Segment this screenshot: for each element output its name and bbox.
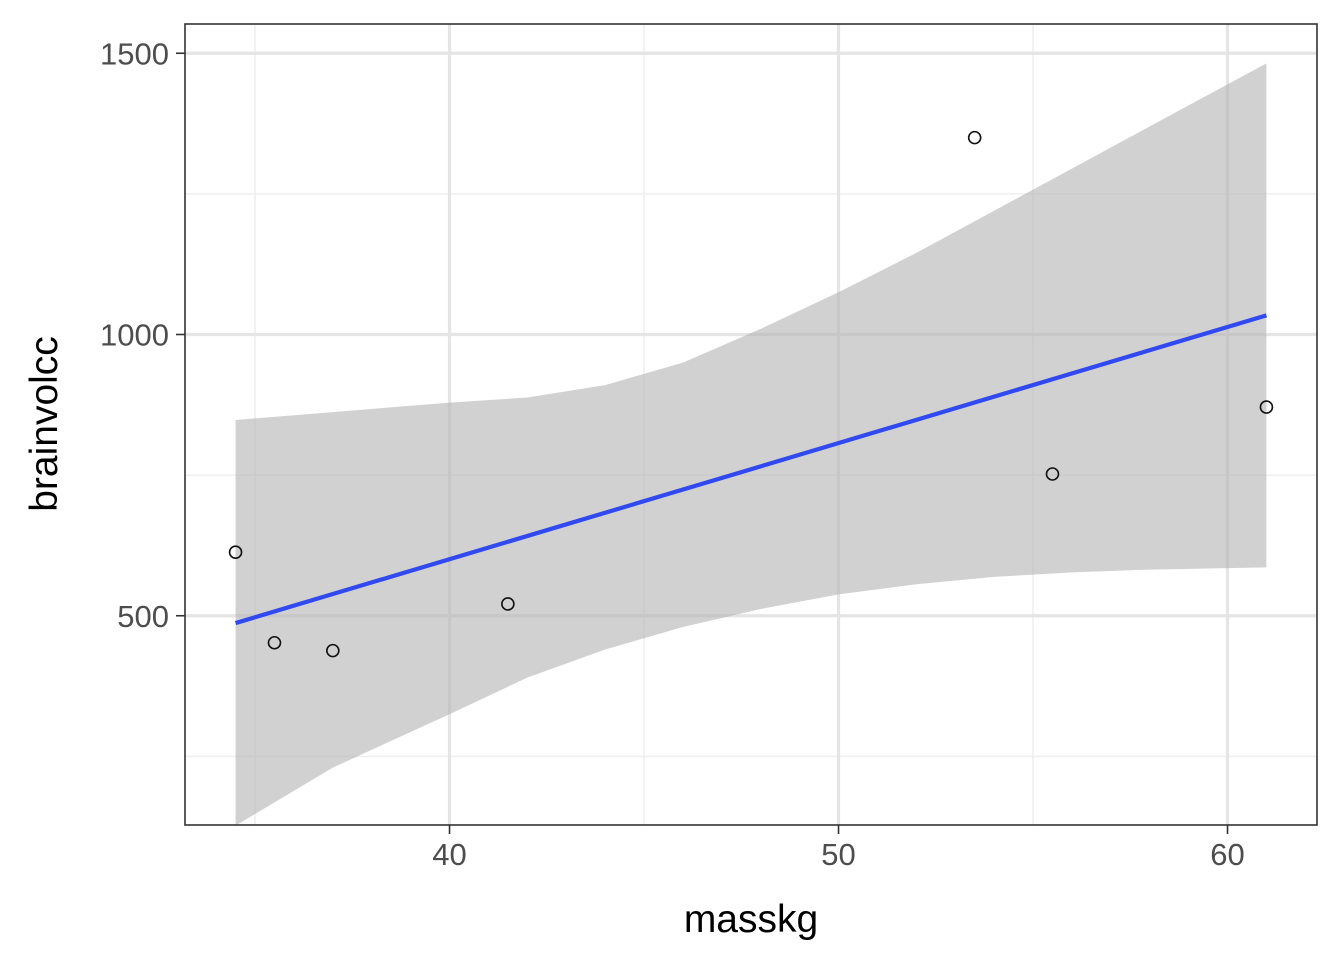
data-points <box>228 130 1274 658</box>
y-axis-title: brainvolcc <box>23 336 66 512</box>
x-tick-label: 60 <box>1210 837 1244 872</box>
x-tick-label: 50 <box>821 837 855 872</box>
x-tick-label: 40 <box>432 837 466 872</box>
data-point <box>228 545 243 559</box>
panel-border <box>184 23 1318 826</box>
y-tick-label: 1500 <box>100 36 169 71</box>
x-axis-title: masskg <box>684 898 818 941</box>
y-axis-ticks: 500 1000 1500 <box>100 36 185 634</box>
y-tick-label: 500 <box>117 599 169 634</box>
regression-line <box>234 313 1268 626</box>
x-axis-ticks: 40 50 60 <box>432 825 1245 872</box>
confidence-ribbon <box>235 63 1267 826</box>
y-tick-label: 1000 <box>100 318 169 353</box>
data-point <box>1259 400 1274 414</box>
data-point <box>267 635 282 650</box>
data-point <box>501 597 515 611</box>
data-point <box>1045 467 1060 481</box>
data-point <box>326 643 340 658</box>
data-point <box>967 130 982 145</box>
